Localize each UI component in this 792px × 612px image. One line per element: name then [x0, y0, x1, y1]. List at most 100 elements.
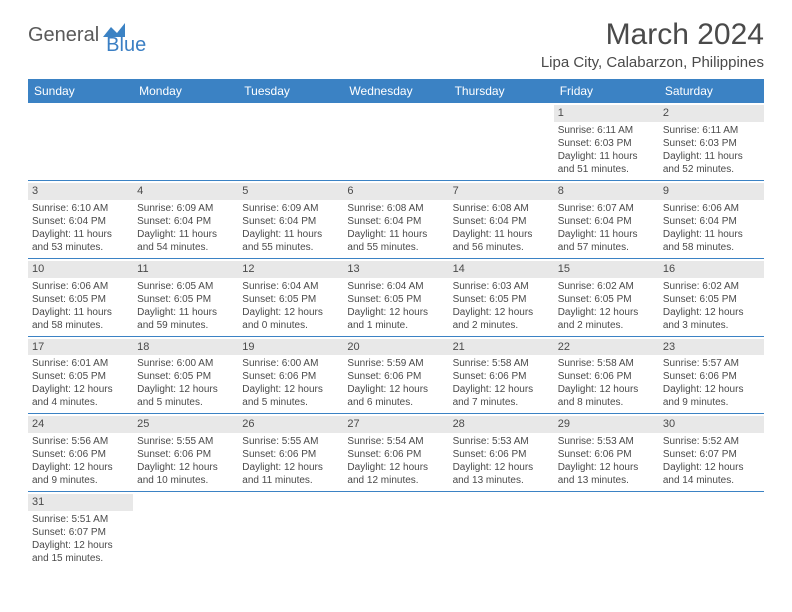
day-cell: 18Sunrise: 6:00 AMSunset: 6:05 PMDayligh… — [133, 337, 238, 414]
daylight-text: Daylight: 12 hours and 5 minutes. — [242, 383, 339, 409]
day-number: 6 — [343, 183, 448, 200]
daylight-text: Daylight: 12 hours and 9 minutes. — [663, 383, 760, 409]
daylight-text: Daylight: 11 hours and 58 minutes. — [32, 306, 129, 332]
daylight-text: Daylight: 12 hours and 8 minutes. — [558, 383, 655, 409]
empty-cell — [133, 492, 238, 569]
day-number: 31 — [28, 494, 133, 511]
sunrise-text: Sunrise: 6:09 AM — [242, 202, 339, 215]
week-row: 31Sunrise: 5:51 AMSunset: 6:07 PMDayligh… — [28, 492, 764, 569]
day-number: 4 — [133, 183, 238, 200]
sunset-text: Sunset: 6:03 PM — [558, 137, 655, 150]
sunrise-text: Sunrise: 6:06 AM — [32, 280, 129, 293]
sunset-text: Sunset: 6:04 PM — [558, 215, 655, 228]
sunset-text: Sunset: 6:05 PM — [558, 293, 655, 306]
sunset-text: Sunset: 6:06 PM — [137, 448, 234, 461]
day-cell: 2Sunrise: 6:11 AMSunset: 6:03 PMDaylight… — [659, 103, 764, 180]
sunset-text: Sunset: 6:04 PM — [453, 215, 550, 228]
empty-cell — [449, 103, 554, 180]
sunrise-text: Sunrise: 6:03 AM — [453, 280, 550, 293]
daylight-text: Daylight: 11 hours and 59 minutes. — [137, 306, 234, 332]
day-number: 15 — [554, 261, 659, 278]
sunrise-text: Sunrise: 5:53 AM — [453, 435, 550, 448]
calendar-page: General Blue March 2024 Lipa City, Calab… — [0, 0, 792, 587]
location-text: Lipa City, Calabarzon, Philippines — [541, 54, 764, 71]
sunset-text: Sunset: 6:06 PM — [558, 448, 655, 461]
sunset-text: Sunset: 6:07 PM — [663, 448, 760, 461]
empty-cell — [238, 492, 343, 569]
daylight-text: Daylight: 12 hours and 5 minutes. — [137, 383, 234, 409]
day-cell: 30Sunrise: 5:52 AMSunset: 6:07 PMDayligh… — [659, 414, 764, 491]
sunrise-text: Sunrise: 6:02 AM — [558, 280, 655, 293]
sunset-text: Sunset: 6:06 PM — [558, 370, 655, 383]
day-header: Tuesday — [238, 79, 343, 103]
sunrise-text: Sunrise: 6:11 AM — [663, 124, 760, 137]
daylight-text: Daylight: 11 hours and 51 minutes. — [558, 150, 655, 176]
day-number: 25 — [133, 416, 238, 433]
daylight-text: Daylight: 12 hours and 2 minutes. — [558, 306, 655, 332]
day-number: 22 — [554, 339, 659, 356]
sunset-text: Sunset: 6:06 PM — [663, 370, 760, 383]
sunrise-text: Sunrise: 5:54 AM — [347, 435, 444, 448]
daylight-text: Daylight: 12 hours and 9 minutes. — [32, 461, 129, 487]
sunrise-text: Sunrise: 6:01 AM — [32, 357, 129, 370]
logo-text-main: General — [28, 24, 99, 47]
sunrise-text: Sunrise: 5:55 AM — [242, 435, 339, 448]
sunset-text: Sunset: 6:05 PM — [453, 293, 550, 306]
daylight-text: Daylight: 12 hours and 15 minutes. — [32, 539, 129, 565]
day-number: 21 — [449, 339, 554, 356]
sunrise-text: Sunrise: 6:00 AM — [137, 357, 234, 370]
day-headers-row: SundayMondayTuesdayWednesdayThursdayFrid… — [28, 79, 764, 103]
daylight-text: Daylight: 12 hours and 0 minutes. — [242, 306, 339, 332]
sunrise-text: Sunrise: 6:04 AM — [242, 280, 339, 293]
sunset-text: Sunset: 6:06 PM — [32, 448, 129, 461]
sunrise-text: Sunrise: 6:06 AM — [663, 202, 760, 215]
weeks-container: 1Sunrise: 6:11 AMSunset: 6:03 PMDaylight… — [28, 103, 764, 569]
empty-cell — [28, 103, 133, 180]
day-number: 26 — [238, 416, 343, 433]
day-header: Saturday — [659, 79, 764, 103]
daylight-text: Daylight: 12 hours and 14 minutes. — [663, 461, 760, 487]
sunrise-text: Sunrise: 6:04 AM — [347, 280, 444, 293]
daylight-text: Daylight: 11 hours and 54 minutes. — [137, 228, 234, 254]
daylight-text: Daylight: 12 hours and 4 minutes. — [32, 383, 129, 409]
daylight-text: Daylight: 12 hours and 13 minutes. — [558, 461, 655, 487]
day-header: Monday — [133, 79, 238, 103]
day-number: 11 — [133, 261, 238, 278]
daylight-text: Daylight: 11 hours and 52 minutes. — [663, 150, 760, 176]
day-cell: 19Sunrise: 6:00 AMSunset: 6:06 PMDayligh… — [238, 337, 343, 414]
sunset-text: Sunset: 6:04 PM — [663, 215, 760, 228]
day-number: 13 — [343, 261, 448, 278]
sunrise-text: Sunrise: 6:08 AM — [347, 202, 444, 215]
day-cell: 23Sunrise: 5:57 AMSunset: 6:06 PMDayligh… — [659, 337, 764, 414]
day-number: 9 — [659, 183, 764, 200]
day-header: Sunday — [28, 79, 133, 103]
logo-text-sub: Blue — [106, 34, 146, 57]
day-number: 17 — [28, 339, 133, 356]
sunset-text: Sunset: 6:05 PM — [347, 293, 444, 306]
day-number: 24 — [28, 416, 133, 433]
week-row: 10Sunrise: 6:06 AMSunset: 6:05 PMDayligh… — [28, 259, 764, 337]
empty-cell — [554, 492, 659, 569]
daylight-text: Daylight: 11 hours and 57 minutes. — [558, 228, 655, 254]
day-number: 3 — [28, 183, 133, 200]
day-number: 12 — [238, 261, 343, 278]
daylight-text: Daylight: 12 hours and 3 minutes. — [663, 306, 760, 332]
page-header: General Blue March 2024 Lipa City, Calab… — [28, 18, 764, 71]
day-number: 30 — [659, 416, 764, 433]
sunset-text: Sunset: 6:05 PM — [32, 370, 129, 383]
day-cell: 10Sunrise: 6:06 AMSunset: 6:05 PMDayligh… — [28, 259, 133, 336]
sunset-text: Sunset: 6:06 PM — [242, 448, 339, 461]
day-number: 23 — [659, 339, 764, 356]
daylight-text: Daylight: 11 hours and 55 minutes. — [242, 228, 339, 254]
sunrise-text: Sunrise: 6:05 AM — [137, 280, 234, 293]
day-number: 29 — [554, 416, 659, 433]
day-cell: 16Sunrise: 6:02 AMSunset: 6:05 PMDayligh… — [659, 259, 764, 336]
sunrise-text: Sunrise: 5:58 AM — [558, 357, 655, 370]
day-number: 19 — [238, 339, 343, 356]
day-cell: 3Sunrise: 6:10 AMSunset: 6:04 PMDaylight… — [28, 181, 133, 258]
daylight-text: Daylight: 12 hours and 7 minutes. — [453, 383, 550, 409]
day-cell: 6Sunrise: 6:08 AMSunset: 6:04 PMDaylight… — [343, 181, 448, 258]
sunrise-text: Sunrise: 5:59 AM — [347, 357, 444, 370]
calendar-grid: SundayMondayTuesdayWednesdayThursdayFrid… — [28, 79, 764, 569]
week-row: 3Sunrise: 6:10 AMSunset: 6:04 PMDaylight… — [28, 181, 764, 259]
